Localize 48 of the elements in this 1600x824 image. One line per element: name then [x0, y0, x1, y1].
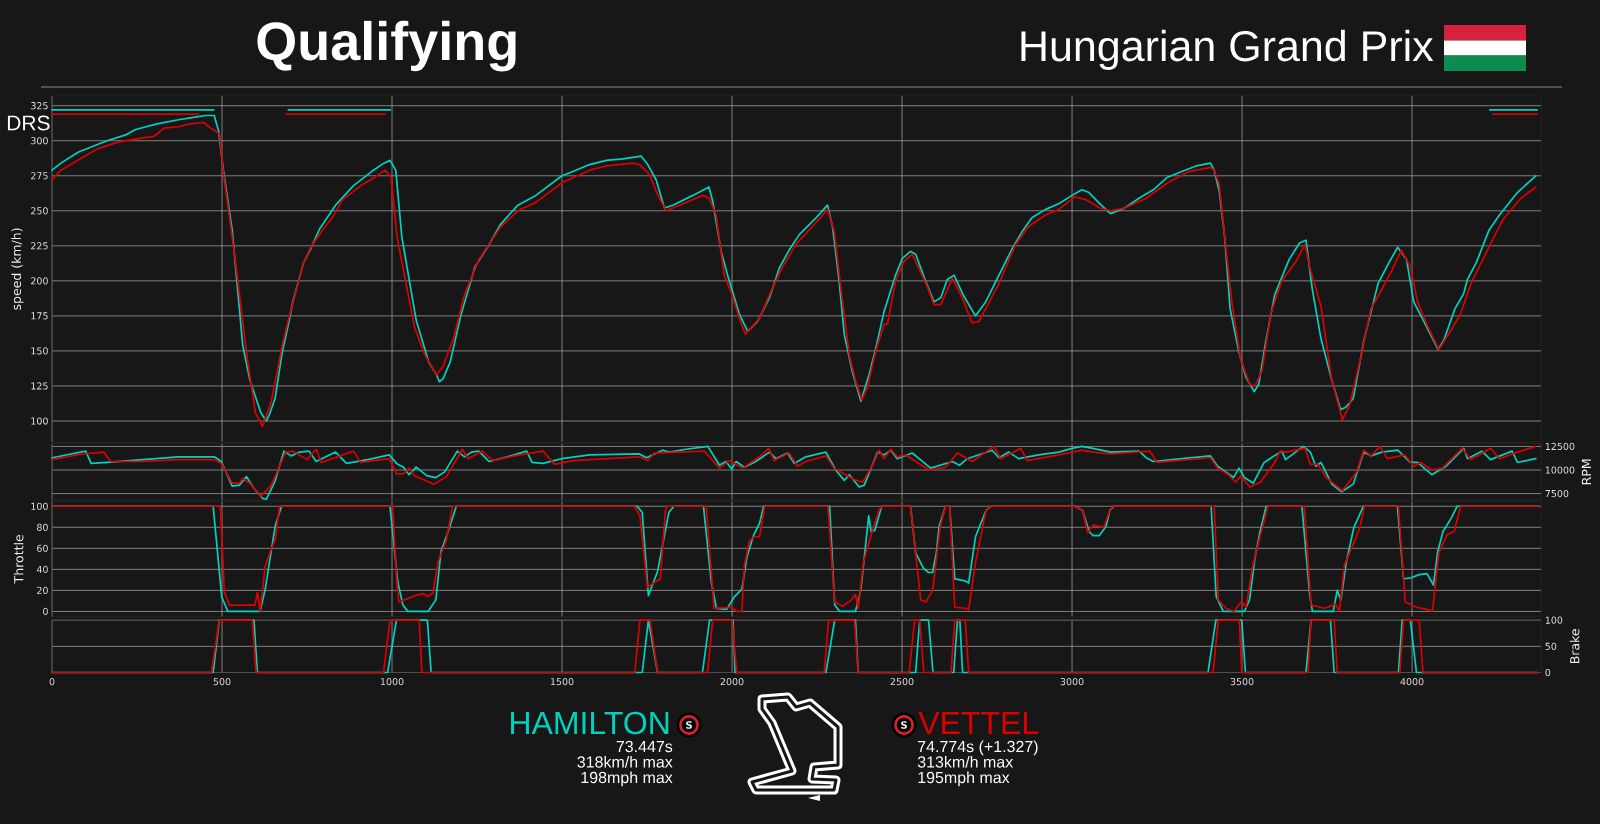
text: DRS [7, 115, 50, 131]
x-tick-label: 500 [213, 678, 231, 686]
y-tick-label: 175 [31, 312, 48, 320]
y-tick-label: 150 [31, 347, 48, 355]
y2-axis-title: Brake [1569, 629, 1580, 664]
y2-tick-label: 10000 [1545, 466, 1575, 474]
y-tick-label: 300 [31, 137, 48, 145]
y-tick-label: 250 [31, 207, 48, 215]
y-axis-title: Throttle [13, 534, 24, 584]
y2-axis-title: RPM [1581, 459, 1591, 485]
text: 195mph max [918, 771, 1010, 787]
series-label: HAMILTON [511, 711, 669, 735]
x-tick-label: 4000 [1400, 678, 1424, 686]
x-tick-label: 1500 [550, 678, 574, 686]
text: 73.447s [616, 740, 673, 753]
text: 198mph max [581, 771, 673, 787]
y-tick-label: 100 [31, 502, 48, 510]
y-tick-label: 275 [31, 172, 48, 180]
text: S [901, 721, 907, 729]
x-tick-label: 2000 [720, 678, 744, 686]
y-axis-title: speed (km/h) [11, 228, 24, 310]
y-tick-label: 20 [37, 586, 48, 594]
y2-tick-label: 12500 [1545, 442, 1575, 451]
y2-tick-label: 100 [1545, 616, 1563, 624]
y-tick-label: 100 [31, 417, 48, 425]
series-label: VETTEL [918, 711, 1039, 734]
y-tick-label: 40 [36, 565, 48, 573]
y2-tick-label: 7500 [1545, 489, 1569, 498]
y2-tick-label: 50 [1545, 642, 1557, 650]
text: 74.774s (+1.327) [918, 740, 1038, 756]
x-tick-label: 0 [49, 678, 55, 686]
y-tick-label: 0 [43, 607, 48, 616]
x-tick-label: 1000 [380, 678, 404, 686]
x-tick-label: 3000 [1060, 678, 1084, 686]
y-tick-label: 80 [37, 523, 48, 531]
chart-subtitle: Hungarian Grand Prix [1021, 29, 1434, 70]
y-tick-label: 225 [31, 242, 48, 250]
text: S [686, 721, 692, 729]
text: 318km/h max [577, 755, 673, 768]
chart-title: Qualifying [257, 20, 516, 72]
text: 313km/h max [917, 755, 1014, 768]
y2-tick-label: 0 [1545, 668, 1551, 677]
y-tick-label: 325 [31, 102, 48, 110]
y-tick-label: 60 [37, 544, 48, 552]
x-tick-label: 3500 [1230, 678, 1254, 686]
y-tick-label: 200 [31, 277, 48, 285]
x-tick-label: 2500 [890, 678, 914, 686]
y-tick-label: 125 [31, 382, 48, 390]
